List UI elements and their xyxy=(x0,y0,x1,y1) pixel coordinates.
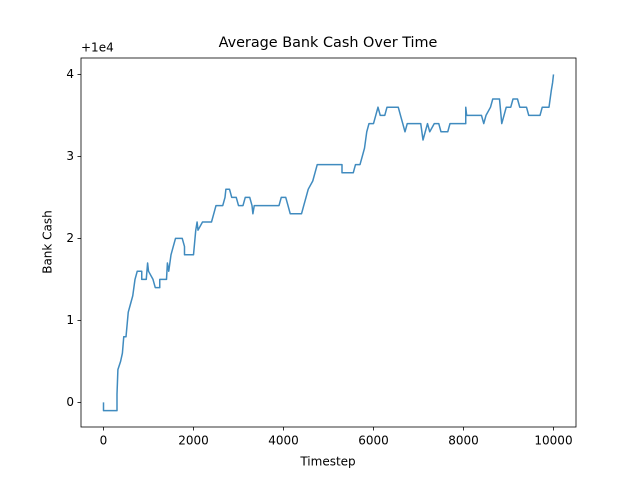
y-tick-label: 0 xyxy=(66,395,74,409)
x-axis-label: Timestep xyxy=(299,455,355,469)
chart-title: Average Bank Cash Over Time xyxy=(219,35,438,51)
y-tick-label: 1 xyxy=(66,313,74,327)
x-tick-label: 8000 xyxy=(448,434,479,448)
y-axis-label: Bank Cash xyxy=(41,210,55,274)
y-offset-label: +1e4 xyxy=(81,41,114,55)
x-tick-label: 4000 xyxy=(268,434,299,448)
y-tick-label: 3 xyxy=(66,149,74,163)
x-tick-label: 10000 xyxy=(534,434,572,448)
x-tick-label: 6000 xyxy=(358,434,389,448)
plot-frame xyxy=(80,57,577,428)
y-tick-label: 2 xyxy=(66,231,74,245)
line-series xyxy=(102,74,555,412)
y-tick-label: 4 xyxy=(66,67,74,81)
x-tick-label: 0 xyxy=(100,434,108,448)
x-tick-label: 2000 xyxy=(178,434,209,448)
